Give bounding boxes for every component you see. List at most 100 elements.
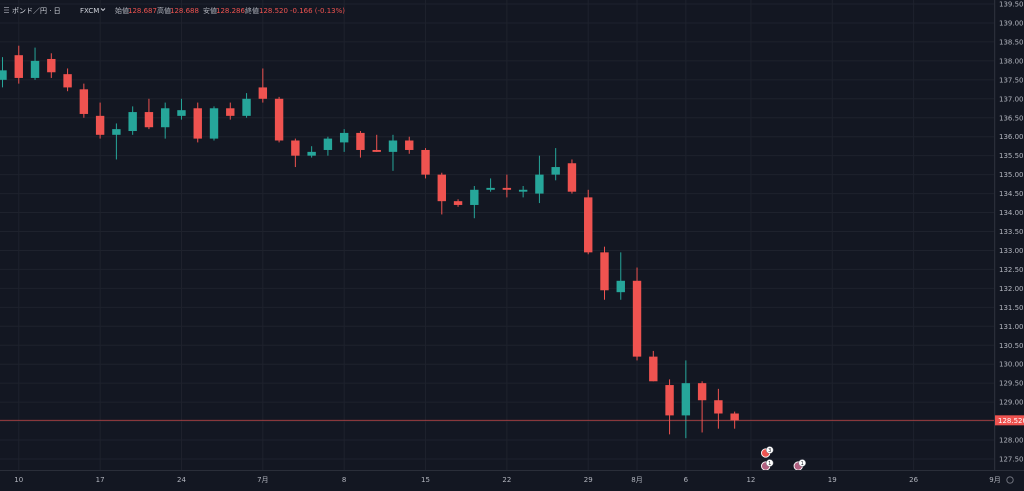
candle-body: [518, 189, 528, 192]
candle-body: [551, 167, 560, 175]
candle-body: [632, 280, 642, 357]
price-tick-label: 132.000: [999, 285, 1024, 293]
candle: [437, 172, 446, 215]
candle-body: [323, 138, 333, 150]
price-tick-label: 129.500: [999, 380, 1024, 388]
price-axis[interactable]: 127.500128.000128.500129.000129.500130.0…: [999, 1, 1024, 464]
candle: [63, 68, 72, 92]
chart-legend: ポンド／円 · 日 FXCM 始値 128.687 高値 128.688 安値 …: [4, 6, 345, 15]
price-tick-label: 130.500: [999, 342, 1024, 350]
time-tick-label: 12: [746, 476, 755, 484]
event-marker-badge[interactable]: [765, 446, 774, 454]
candle: [470, 186, 479, 219]
time-tick-label: 8: [342, 476, 346, 484]
candle: [95, 102, 105, 139]
event-marker-count: 1: [801, 461, 804, 467]
time-tick-label: 8月: [631, 476, 642, 484]
candle: [323, 136, 333, 156]
candle: [291, 138, 300, 168]
grid: [0, 0, 996, 470]
change-value: -0.166 (-0.13%): [290, 7, 345, 15]
data-source[interactable]: FXCM: [80, 7, 99, 15]
candle-body: [486, 187, 495, 190]
event-marker[interactable]: 3: [761, 446, 774, 458]
candle-body: [0, 70, 7, 80]
price-tick-label: 132.500: [999, 266, 1024, 274]
candle-body: [405, 140, 414, 150]
candle: [486, 178, 495, 192]
candle: [600, 246, 609, 300]
hamburger-icon[interactable]: [4, 7, 9, 13]
candle-body: [681, 383, 691, 416]
time-axis[interactable]: 10 17 24 7月 8 15 22 29 8月 6 12 19 26 9月: [14, 476, 1000, 484]
candle-body: [209, 108, 219, 139]
candle: [421, 148, 430, 179]
candle: [356, 131, 365, 158]
time-tick-label: 19: [828, 476, 837, 484]
settings-circle-icon[interactable]: [1006, 476, 1014, 484]
candle-body: [112, 129, 121, 135]
symbol-name[interactable]: ポンド／円 · 日: [12, 7, 61, 15]
price-tick-label: 137.000: [999, 95, 1024, 103]
price-tick-label: 133.000: [999, 247, 1024, 255]
high-value: 128.688: [170, 7, 199, 15]
candle: [372, 134, 381, 152]
candle: [502, 174, 512, 198]
candle: [79, 83, 89, 118]
price-tick-label: 135.500: [999, 152, 1024, 160]
price-tick-label: 139.000: [999, 19, 1024, 27]
close-value: 128.520: [259, 7, 288, 15]
price-tick-label: 137.500: [999, 76, 1024, 84]
event-marker-badge[interactable]: [798, 459, 806, 467]
candle-body: [372, 149, 381, 152]
price-tick-label: 131.500: [999, 304, 1024, 312]
time-tick-label: 29: [584, 476, 593, 484]
candle: [697, 381, 707, 433]
candle-body: [258, 87, 268, 99]
candles: [0, 45, 739, 439]
candle-body: [584, 197, 593, 253]
candle: [339, 129, 349, 152]
candle: [649, 350, 658, 382]
price-tick-label: 134.000: [999, 209, 1024, 217]
candle: [681, 360, 691, 439]
candle-body: [421, 149, 430, 175]
candle-body: [144, 112, 154, 128]
candle: [307, 146, 316, 158]
candle-body: [339, 132, 349, 143]
candle: [242, 93, 251, 118]
price-tick-label: 135.000: [999, 171, 1024, 179]
low-value: 128.286: [216, 7, 245, 15]
candle-body: [714, 400, 723, 414]
time-tick-label: 26: [909, 476, 918, 484]
candle: [535, 155, 544, 204]
candle: [0, 57, 7, 88]
last-price-badge: [995, 415, 1024, 426]
candle: [405, 136, 414, 154]
event-marker[interactable]: 1: [793, 459, 806, 471]
event-marker[interactable]: 1: [761, 459, 774, 471]
price-tick-label: 130.000: [999, 361, 1024, 369]
candle: [161, 102, 170, 139]
candle-body: [616, 280, 625, 293]
low-label: 安値: [203, 6, 217, 15]
candle-body: [730, 413, 739, 421]
candle-body: [79, 89, 89, 114]
candle: [112, 123, 121, 160]
candle-body: [502, 187, 512, 190]
candle-body: [177, 110, 186, 116]
last-price-label: 128.520: [998, 417, 1024, 425]
candle: [144, 98, 154, 130]
event-marker-count: 1: [768, 461, 771, 467]
event-markers[interactable]: 3 1 1: [761, 446, 806, 471]
candle: [616, 252, 625, 300]
price-tick-label: 134.500: [999, 190, 1024, 198]
price-tick-label: 129.000: [999, 399, 1024, 407]
candle-body: [95, 115, 105, 135]
open-value: 128.687: [128, 7, 157, 15]
chevron-down-icon[interactable]: [100, 8, 106, 12]
price-tick-label: 139.500: [999, 1, 1024, 9]
event-marker-badge[interactable]: [765, 459, 774, 467]
